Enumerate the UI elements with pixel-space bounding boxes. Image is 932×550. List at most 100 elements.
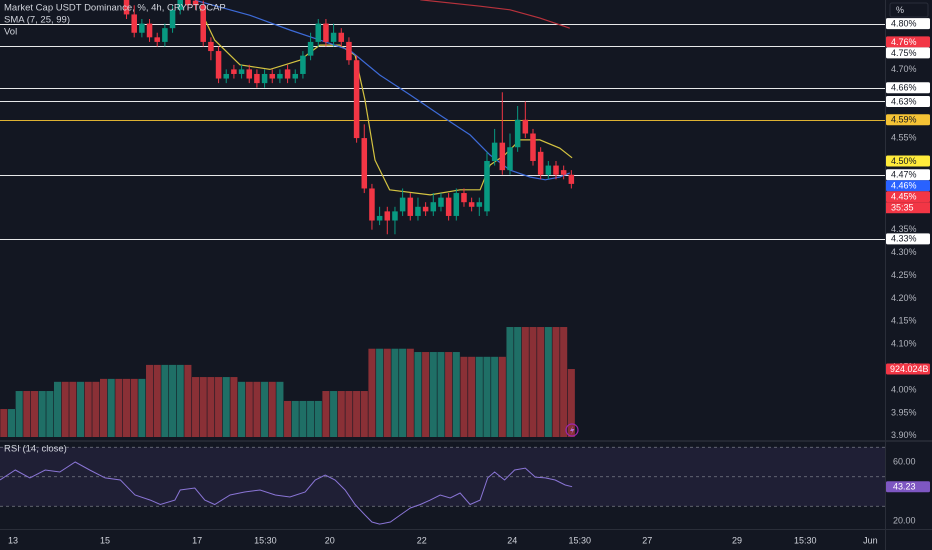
volume-bar: [353, 391, 361, 437]
countdown-box: [886, 202, 930, 214]
volume-bar: [123, 378, 131, 437]
candle-body: [223, 73, 229, 79]
volume-bar: [391, 348, 399, 437]
price-tick-label: 4.30%: [891, 247, 917, 257]
volume-bar: [99, 378, 108, 437]
candle-body: [307, 41, 314, 56]
time-tick-label: 15:30: [794, 535, 817, 545]
volume-bar: [452, 352, 460, 437]
volume-bar: [544, 327, 552, 437]
price-level-box: [886, 180, 930, 192]
volume-bar: [115, 378, 123, 437]
countdown-label: 35:35: [891, 203, 914, 213]
price-level-box: [886, 18, 930, 30]
candle-body: [568, 174, 575, 184]
volume-bar: [76, 381, 85, 437]
volume-bar: [0, 409, 8, 437]
volume-bar: [429, 352, 437, 437]
volume-bar: [529, 327, 537, 437]
candle-body: [323, 23, 329, 42]
volume-bar: [460, 356, 468, 437]
volume-bar: [414, 352, 422, 437]
candle-body: [139, 23, 145, 33]
volume-bar: [184, 364, 192, 437]
price-level-label: 4.80%: [891, 18, 917, 28]
candle-body: [560, 170, 567, 175]
candle-body: [507, 147, 513, 171]
unit-button-frame[interactable]: [889, 2, 929, 18]
axis-layer: 4.70%4.55%4.40%4.35%4.30%4.25%4.20%4.15%…: [8, 18, 930, 545]
volume-bar: [560, 327, 568, 437]
candle-body: [162, 28, 168, 42]
candle-body: [185, 0, 191, 6]
price-level-box: [886, 95, 930, 107]
rsi-tick-label: 20.00: [893, 515, 916, 525]
volume-bar: [169, 364, 177, 437]
price-level-box: [886, 155, 930, 167]
candle-body: [491, 142, 498, 161]
price-level-label: 4.50%: [891, 156, 917, 166]
alert-icon-bolt[interactable]: [570, 426, 575, 435]
candle-body: [369, 188, 375, 221]
volume-bar: [445, 352, 453, 437]
candle-body: [545, 165, 552, 175]
alert-icon[interactable]: [565, 423, 579, 437]
candle-body: [123, 0, 130, 15]
price-level-label: 4.47%: [891, 170, 917, 180]
candle-body: [200, 5, 206, 42]
rsi-value-box: [886, 481, 930, 493]
candle-body: [146, 23, 153, 38]
candle-body: [269, 73, 276, 79]
unit-button-label[interactable]: %: [896, 5, 904, 15]
time-tick-label: 27: [642, 535, 652, 545]
unit-button[interactable]: %: [889, 2, 929, 18]
volume-bar: [207, 377, 215, 437]
candle-body: [438, 197, 444, 207]
candle-body: [353, 60, 360, 139]
candle-body: [254, 73, 260, 84]
price-level-label: 4.66%: [891, 83, 917, 93]
volume-bar: [468, 356, 476, 437]
price-level-box: [886, 191, 930, 203]
volume-bar: [38, 391, 46, 437]
rsi-band: [0, 447, 885, 507]
volume-bar: [23, 391, 31, 437]
volume-bar: [506, 327, 514, 437]
candle-body: [361, 138, 368, 189]
price-level-box: [886, 82, 930, 94]
candle-body: [553, 165, 559, 175]
volume-bar: [422, 352, 430, 437]
volume-bar: [345, 391, 353, 437]
volume-bar: [552, 327, 560, 437]
volume-value-label: 924.024B: [890, 364, 929, 374]
candle-body: [522, 119, 529, 134]
candle-body: [338, 32, 345, 42]
volume-bar: [30, 391, 39, 437]
price-tick-label: 4.15%: [891, 316, 917, 326]
moving-average-line: [420, 0, 570, 29]
volume-bar: [61, 381, 69, 437]
candle-body: [484, 160, 490, 212]
volume-bar: [360, 391, 368, 437]
candle-body: [238, 69, 245, 74]
price-level-label: 4.33%: [891, 234, 917, 244]
price-tick-label: 4.20%: [891, 293, 917, 303]
candle-body: [231, 69, 237, 74]
candle-body: [154, 37, 160, 42]
price-tick-label: 4.70%: [891, 64, 917, 74]
candle-body: [461, 193, 467, 203]
volume-value-box: [886, 363, 930, 375]
volume-bar: [322, 391, 330, 437]
volume-bar: [314, 400, 322, 437]
volume-bar: [245, 381, 253, 437]
price-level-box: [886, 47, 930, 59]
candle-body: [261, 73, 268, 84]
alert-icon-ring[interactable]: [565, 423, 579, 437]
volume-legend: Vol: [4, 27, 17, 38]
volume-bar: [199, 377, 207, 437]
price-tick-label: 4.00%: [891, 384, 917, 394]
price-level-label: 4.75%: [891, 48, 917, 58]
volume-bar: [230, 377, 238, 437]
